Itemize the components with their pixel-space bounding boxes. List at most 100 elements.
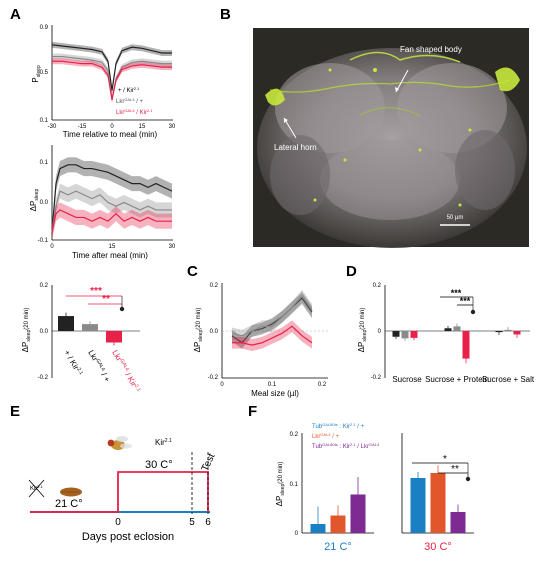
series-band-2 [232,320,312,351]
fly-icon [107,436,132,450]
e-kir-label: Kir2.1 [155,438,172,447]
panel-label-a: A [10,6,21,23]
series-line-0 [231,297,313,344]
legend-kir-control: + / Kir2.1 [118,86,140,94]
a-bar-label-1: LkrGAL4 / + [86,349,112,384]
c-xtick-2: 0.2 [318,382,327,388]
d-group-label-1: Sucrose + Protein [425,375,489,384]
scale-bar-label: 50 µm [447,215,464,221]
panel-e-schematic [28,436,210,514]
e-kir-crossed: Kir2.1 [30,484,44,492]
series-line-1 [51,190,172,233]
series-band-2 [52,202,172,240]
a-bar-plot [58,312,122,346]
a-top-xtick-1: -15 [78,124,87,130]
a-mid-xtick-2: 30 [169,244,176,250]
f-bar-0-1 [330,515,346,533]
d-ytick-0: 0.2 [373,283,382,289]
d-bar-2-0 [495,331,503,333]
c-plot [231,289,313,351]
panel-label-e: E [10,403,20,420]
a-top-xtick-0: -30 [48,124,57,130]
a-top-xtick-4: 30 [169,124,176,130]
series-band-0 [52,41,172,94]
series-line-0 [51,164,173,233]
a-bar-significance: *** ** [66,286,125,312]
f-bar-0-2 [350,494,366,533]
f-ylabel: ΔPsleep(20 min) [275,462,286,507]
a-bar-ylabel: ΔPsleep(20 min) [21,308,32,353]
e-test-label: Test [200,452,218,473]
series-band-0 [232,292,312,349]
a-mid-ylabel: ΔPsleep [29,188,40,211]
f-sig-1: ** [451,464,459,475]
panel-label-f: F [248,403,257,420]
panel-a-mid-axes [51,145,173,241]
c-ytick-2: -0.2 [208,375,219,381]
d-sig-0: *** [451,288,462,298]
f-significance: * ** [412,454,471,482]
c-ytick-0: 0.2 [210,283,219,289]
a-bar-2 [106,331,122,343]
series-band-2 [52,58,172,103]
a-bar-label-0: + / Kir2.1 [62,349,84,378]
a-mid-ytick-1: 0.0 [40,200,49,206]
a-bar-label-2: LkrGAL4 / Kir2.1 [110,349,142,395]
brain-image [253,28,529,248]
a-mid-plot [51,157,173,240]
f-ytick-0: 0.2 [290,432,299,438]
panel-c-axes [221,283,328,379]
d-bar-1-0 [444,328,452,331]
f-legend-1: LkrGAL4 / + [312,432,340,440]
panel-label-b: B [220,6,231,23]
series-line-2 [51,209,172,233]
d-group-label-2: Sucrose + Salt [482,375,535,384]
d-sig-1: *** [460,296,471,306]
a-top-ytick-0: 0.9 [40,25,49,31]
series-line-0 [51,44,172,91]
c-ylabel: ΔPsleep(20 min) [193,308,204,353]
brain-annotations: Fan shaped body Lateral horn 50 µm [274,45,470,226]
a-top-xlabel: Time relative to meal (min) [63,130,158,139]
f-ytick-1: 0.1 [290,482,299,488]
d-bar-0-2 [410,331,418,338]
a-sig-triple: *** [90,286,102,297]
d-bar-0-0 [392,331,400,337]
c-ytick-1: 0.0 [210,329,219,335]
f-bar-0-0 [310,524,326,533]
e-xtick-0: 0 [115,517,121,528]
a-bar-1 [82,324,98,331]
f-bar-plot [310,465,466,533]
label-fan-shaped-body: Fan shaped body [400,45,462,54]
a-top-legend: + / Kir2.1 LkrGAL4 / + LkrGAL4 / Kir2.1 [116,86,153,116]
series-line-2 [52,60,172,101]
d-bar-1-1 [453,326,461,331]
d-bar-plot [392,323,521,364]
a-mid-xlabel: Time after meal (min) [72,251,148,260]
panel-a-top-axes [51,25,173,121]
c-xtick-0: 0 [220,382,224,388]
f-legend-2: TubGAL80ts : Kir2.1 / LkrGAL4 [312,442,380,450]
e-temp-high: 30 C° [145,459,173,471]
panel-label-c: C [187,263,198,280]
a-top-ytick-1: 0.5 [40,70,49,76]
a-mid-ytick-2: -0.1 [38,238,49,244]
f-legend: TubGAL80ts : Kir2.1 / + LkrGAL4 / + TubG… [312,422,380,450]
d-bar-2-1 [504,329,512,331]
series-line-1 [231,294,313,337]
d-ytick-2: -0.2 [371,375,382,381]
legend-lkr-kir: LkrGAL4 / Kir2.1 [116,108,153,116]
f-bar-1-1 [430,473,446,533]
c-xtick-1: 0.1 [268,382,277,388]
c-xlabel: Meal size (µl) [251,389,299,398]
label-lateral-horn: Lateral horn [274,143,317,152]
a-mid-xtick-1: 15 [109,244,116,250]
a-bar-0 [58,316,74,331]
d-ylabel: ΔPsleep(20 min) [357,308,368,353]
series-band-0 [52,157,172,240]
e-xtick-2: 6 [205,517,211,528]
series-band-1 [52,183,172,240]
a-top-ylabel: Psleep [31,65,42,83]
e-xtick-1: 5 [189,517,195,528]
